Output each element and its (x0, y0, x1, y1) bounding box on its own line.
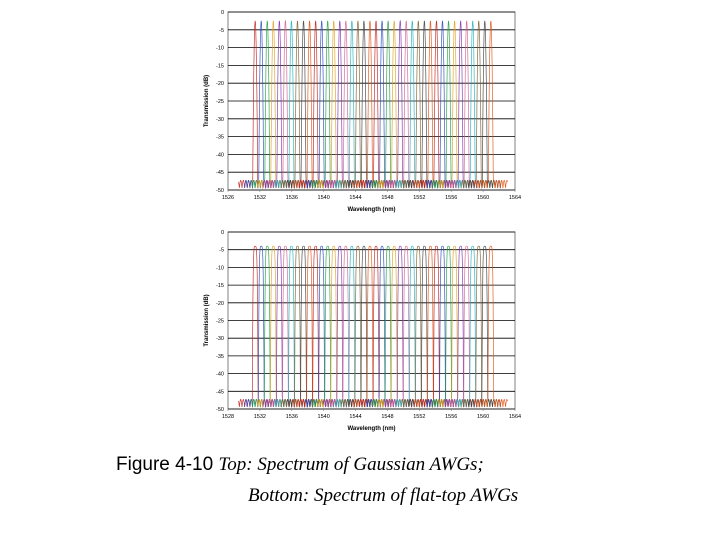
y-axis-label: Transmission (dB) (204, 294, 210, 346)
y-tick-label: -25 (216, 99, 224, 105)
x-tick-label: 1556 (445, 414, 457, 420)
y-tick-label: -15 (216, 63, 224, 69)
y-tick-label: -20 (216, 301, 224, 307)
x-tick-label: 1548 (381, 414, 393, 420)
x-tick-label: 1552 (413, 195, 425, 201)
x-tick-label: 1564 (509, 195, 521, 201)
y-tick-label: -5 (219, 248, 224, 254)
figure-number: Figure 4-10 (116, 454, 214, 475)
channel-40-trace (473, 20, 508, 189)
channel-40-trace (473, 245, 508, 408)
y-tick-label: -40 (216, 152, 224, 158)
y-tick-label: 0 (221, 230, 224, 236)
x-tick-label: 1536 (286, 414, 298, 420)
x-tick-label: 1544 (349, 414, 361, 420)
spectra (238, 19, 508, 189)
x-tick-label: 1556 (445, 195, 457, 201)
y-tick-label: 0 (221, 10, 224, 16)
x-axis-label: Wavelength (nm) (347, 207, 395, 213)
y-tick-label: -50 (216, 407, 224, 413)
x-tick-label: 1532 (254, 414, 266, 420)
x-tick-label: 1560 (477, 414, 489, 420)
x-tick-label: 1564 (509, 414, 521, 420)
x-tick-label: 1540 (318, 195, 330, 201)
x-tick-label: 1552 (413, 414, 425, 420)
x-tick-label: 1540 (318, 414, 330, 420)
caption-line-2: Bottom: Spectrum of flat-top AWGs (248, 485, 519, 506)
y-axis-label: Transmission (dB) (204, 75, 210, 127)
x-tick-label: 1544 (349, 195, 361, 201)
y-tick-label: -45 (216, 170, 224, 176)
y-tick-label: -35 (216, 135, 224, 141)
figure-caption: Figure 4-10 Top: Spectrum of Gaussian AW… (116, 452, 484, 478)
y-tick-label: -5 (219, 28, 224, 34)
x-axis-label: Wavelength (nm) (347, 426, 395, 432)
x-tick-label: 1560 (477, 195, 489, 201)
x-tick-label: 1532 (254, 195, 266, 201)
y-tick-label: -40 (216, 372, 224, 378)
x-tick-label: 1526 (222, 195, 234, 201)
y-tick-label: -45 (216, 389, 224, 395)
y-tick-label: -15 (216, 283, 224, 289)
y-tick-label: -20 (216, 81, 224, 87)
y-tick-label: -35 (216, 354, 224, 360)
x-tick-label: 1528 (222, 414, 234, 420)
y-tick-label: -10 (216, 46, 224, 52)
y-tick-label: -10 (216, 265, 224, 271)
caption-line-1: Top: Spectrum of Gaussian AWGs; (218, 454, 484, 475)
x-tick-label: 1548 (381, 195, 393, 201)
x-tick-label: 1536 (286, 195, 298, 201)
y-tick-label: -50 (216, 188, 224, 194)
spectra (238, 245, 508, 408)
y-tick-label: -30 (216, 117, 224, 123)
y-tick-label: -30 (216, 336, 224, 342)
y-tick-label: -25 (216, 319, 224, 325)
